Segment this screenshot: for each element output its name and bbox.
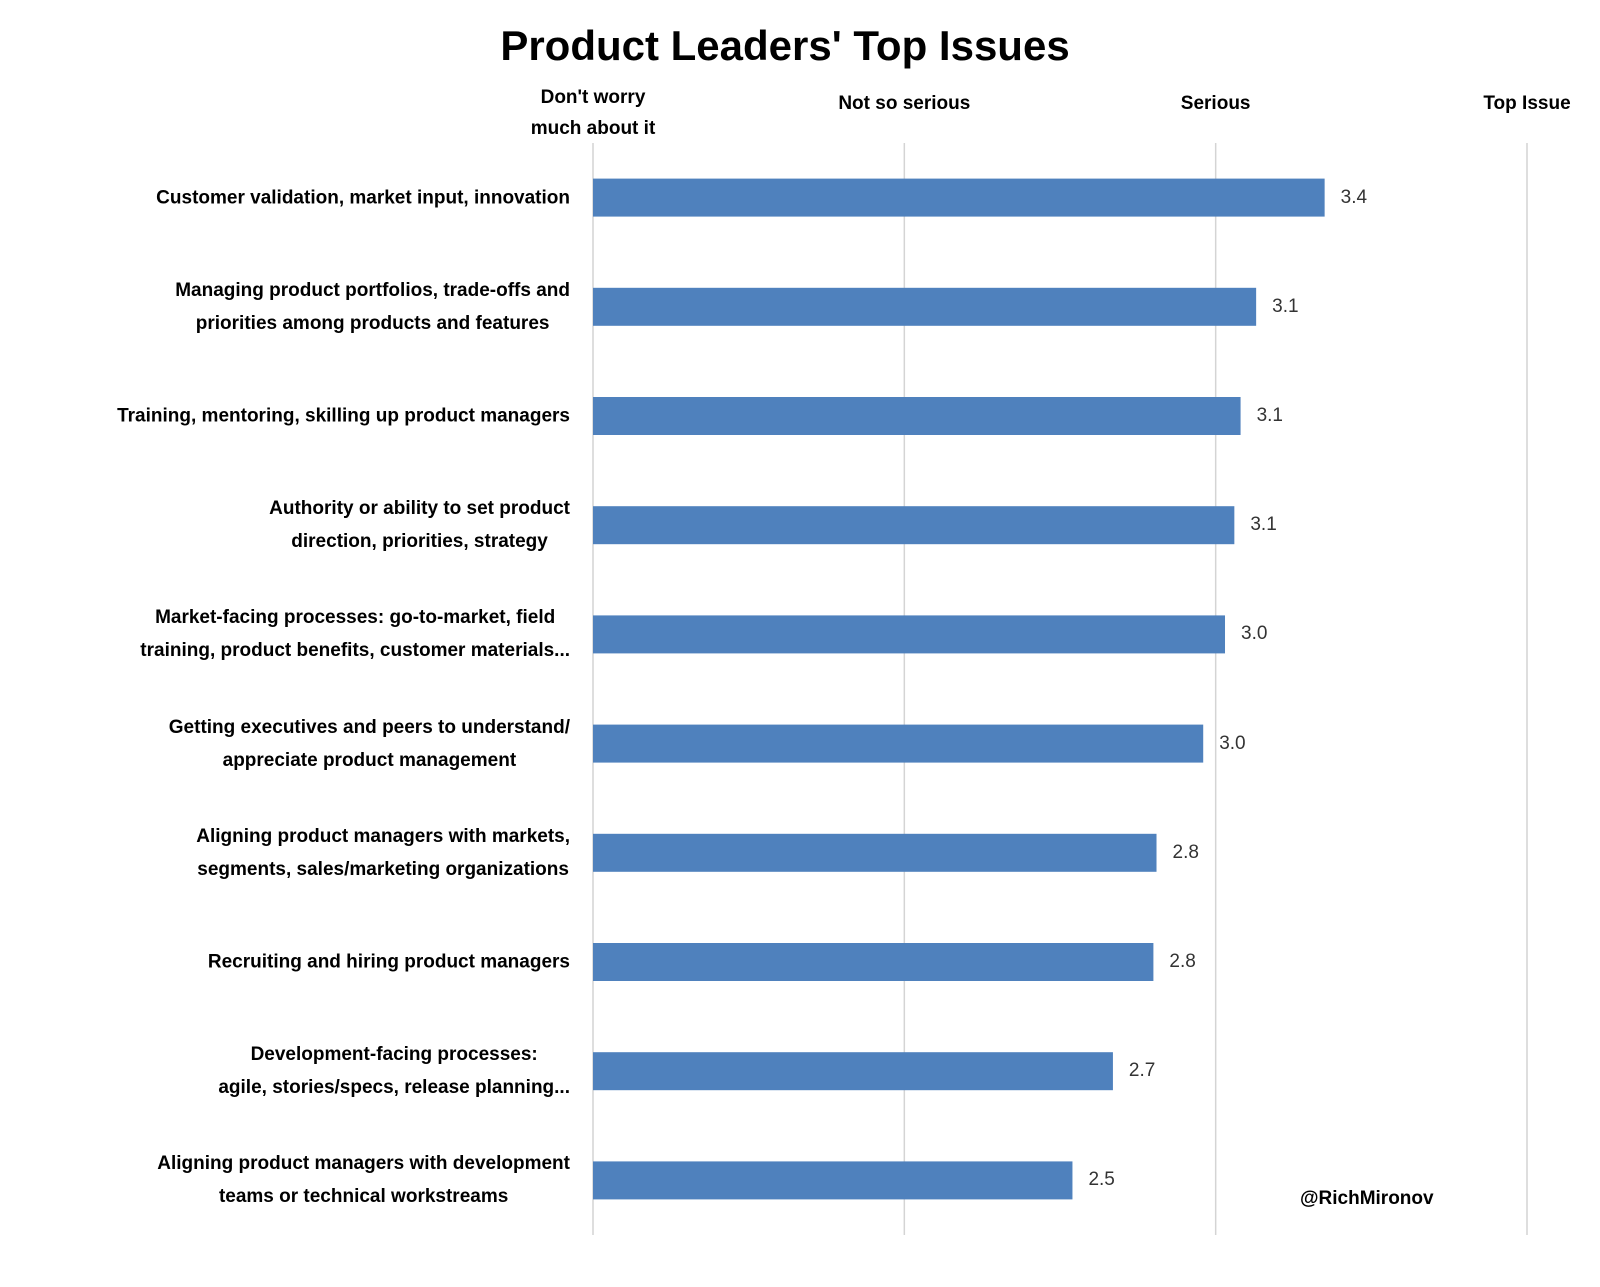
y-tick-label-box: Customer validation, market input, innov…: [5, 181, 570, 214]
value-label: 3.1: [1250, 514, 1277, 536]
annotation: @RichMironov: [1300, 1188, 1434, 1209]
y-tick-label-box: Market-facing processes: go-to-market, f…: [5, 601, 570, 667]
y-tick-label: Development-facing processes: agile, sto…: [218, 1044, 570, 1099]
y-tick-label: Training, mentoring, skilling up product…: [117, 405, 570, 427]
y-tick-label: Authority or ability to set product dire…: [269, 498, 570, 553]
y-tick-label-box: Recruiting and hiring product managers: [5, 946, 570, 979]
y-tick-label-box: Aligning product managers with developme…: [5, 1147, 570, 1213]
y-tick-label-box: Aligning product managers with markets, …: [5, 820, 570, 886]
chart-title: Product Leaders' Top Issues: [500, 22, 1070, 69]
x-tick-label: Top Issue: [1483, 93, 1571, 114]
bar: [593, 724, 1204, 763]
y-tick-label: Aligning product managers with markets, …: [196, 825, 570, 880]
y-tick-label: Market-facing processes: go-to-market, f…: [140, 607, 570, 662]
bar: [593, 397, 1241, 435]
x-tick-label: Don't worry much about it: [530, 87, 656, 139]
y-tick-label: Managing product portfolios, trade-offs …: [175, 279, 570, 334]
bar: [593, 1052, 1113, 1091]
y-tick-label-box: Development-facing processes: agile, sto…: [5, 1038, 570, 1104]
y-tick-label-box: Training, mentoring, skilling up product…: [5, 400, 570, 433]
y-tick-label-box: Authority or ability to set product dire…: [5, 492, 570, 558]
value-label: 2.8: [1169, 951, 1196, 972]
y-tick-label: Recruiting and hiring product managers: [207, 951, 570, 973]
value-label: 2.8: [1172, 841, 1199, 863]
bar: [593, 178, 1325, 217]
y-tick-label-box: Getting executives and peers to understa…: [5, 711, 570, 777]
value-label: 3.4: [1340, 186, 1368, 208]
bar: [593, 615, 1226, 654]
bar: [593, 943, 1154, 981]
bar: [593, 1161, 1073, 1200]
y-tick-label: Customer validation, market input, innov…: [156, 187, 570, 209]
y-tick-label: Getting executives and peers to understa…: [168, 716, 570, 771]
x-tick-label: Not so serious: [838, 93, 971, 114]
x-tick-label: Serious: [1180, 93, 1251, 114]
value-label: 3.0: [1219, 732, 1246, 754]
bar: [593, 506, 1235, 545]
bar: [593, 833, 1157, 872]
value-label: 2.5: [1088, 1169, 1115, 1191]
value-label: 3.0: [1241, 623, 1268, 645]
value-label: 2.7: [1128, 1060, 1156, 1082]
y-tick-label: Aligning product managers with developme…: [157, 1153, 570, 1208]
value-label: 3.1: [1272, 295, 1299, 317]
y-tick-label-box: Managing product portfolios, trade-offs …: [5, 274, 570, 340]
value-label: 3.1: [1256, 405, 1283, 426]
bar: [593, 287, 1257, 326]
